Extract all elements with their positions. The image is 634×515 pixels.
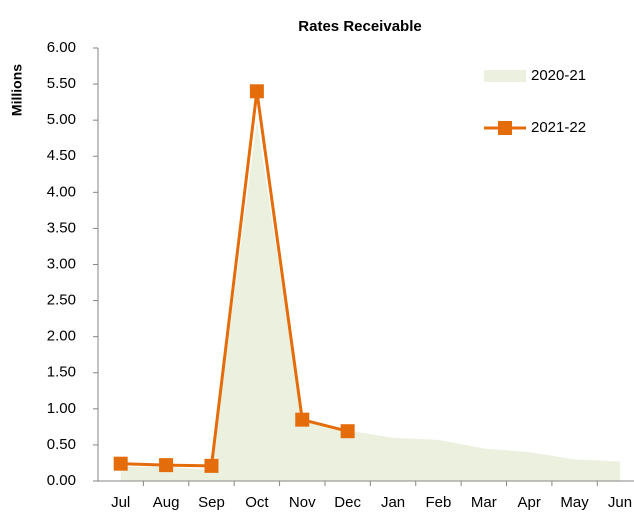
marker bbox=[204, 458, 219, 473]
x-tick-label: Feb bbox=[426, 494, 452, 511]
marker bbox=[249, 84, 264, 99]
y-tick-label: 6.00 bbox=[47, 39, 76, 56]
y-tick-label: 3.50 bbox=[47, 219, 76, 236]
legend-marker bbox=[498, 121, 512, 135]
area bbox=[120, 120, 621, 482]
legend-label: 2020-21 bbox=[531, 67, 586, 84]
x-tick-label: Oct bbox=[245, 494, 269, 511]
x-tick-label: Jan bbox=[381, 494, 405, 511]
marker bbox=[340, 424, 355, 439]
marker bbox=[113, 456, 128, 471]
y-tick-label: 1.50 bbox=[47, 364, 76, 381]
y-tick-label: 5.50 bbox=[47, 75, 76, 92]
x-tick-label: Sep bbox=[198, 494, 225, 511]
y-tick-label: 5.00 bbox=[47, 111, 76, 128]
y-tick-label: 0.00 bbox=[47, 472, 76, 489]
legend-swatch bbox=[484, 70, 526, 82]
y-tick-label: 1.00 bbox=[47, 400, 76, 417]
y-tick-label: 4.00 bbox=[47, 183, 76, 200]
x-tick-label: Mar bbox=[471, 494, 497, 511]
legend-label: 2021-22 bbox=[531, 119, 586, 136]
y-tick-label: 0.50 bbox=[47, 436, 76, 453]
line bbox=[120, 91, 349, 468]
x-tick-label: May bbox=[560, 494, 589, 511]
x-tick-label: Jul bbox=[111, 494, 130, 511]
y-tick-label: 2.50 bbox=[47, 292, 76, 309]
chart-title: Rates Receivable bbox=[298, 18, 421, 35]
x-tick-label: Jun bbox=[608, 494, 632, 511]
marker bbox=[159, 458, 174, 473]
y-axis-label: Millions bbox=[9, 64, 25, 116]
y-tick-label: 2.00 bbox=[47, 328, 76, 345]
x-tick-label: Apr bbox=[518, 494, 541, 511]
y-tick-label: 4.50 bbox=[47, 147, 76, 164]
marker bbox=[295, 412, 310, 427]
x-tick-label: Nov bbox=[289, 494, 316, 511]
x-tick-label: Dec bbox=[334, 494, 361, 511]
x-tick-label: Aug bbox=[153, 494, 180, 511]
y-tick-label: 3.00 bbox=[47, 255, 76, 272]
